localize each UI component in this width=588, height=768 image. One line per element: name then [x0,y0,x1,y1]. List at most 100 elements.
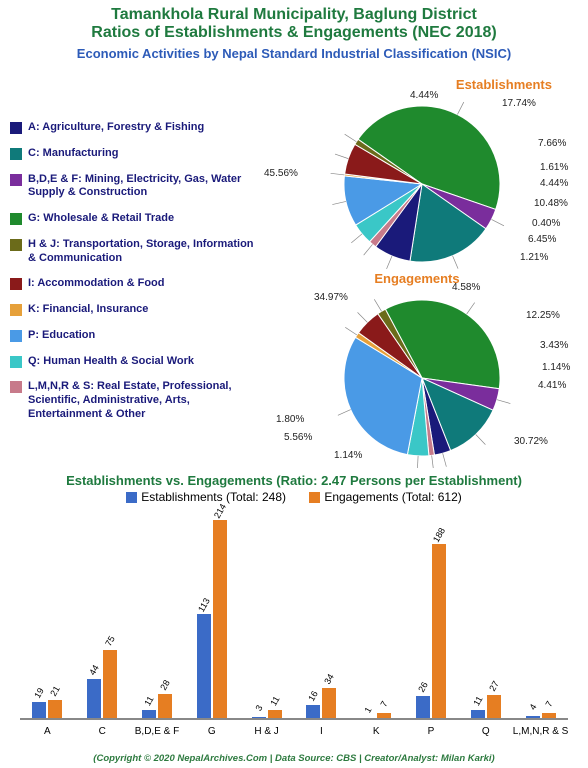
bar-value-label: 11 [468,690,487,712]
category-slot: C [75,720,130,750]
legend-label: L,M,N,R & S: Real Estate, Professional, … [28,380,260,421]
bar-value-label: 75 [101,630,120,652]
pie-slice-label: 34.97% [314,292,348,303]
pie-slice-label: 7.66% [538,138,566,149]
legend-item: H & J: Transportation, Storage, Informat… [10,238,260,266]
category-slot: B,D,E & F [130,720,185,750]
pie-slice-label: 1.61% [540,162,568,173]
category-label: B,D,E & F [135,726,179,737]
bar-value-label: 28 [156,674,175,696]
legend-item: A: Agriculture, Forestry & Fishing [10,121,260,135]
legend-item: C: Manufacturing [10,147,260,161]
legend-item: L,M,N,R & S: Real Estate, Professional, … [10,380,260,421]
pie-slice-label: 1.80% [276,414,304,425]
legend-swatch [10,381,22,393]
subtitle: Economic Activities by Nepal Standard In… [0,46,588,61]
legend-label: K: Financial, Insurance [28,303,148,317]
category-label: G [208,726,216,737]
bar-engagements: 28 [158,694,172,720]
category-slot: G [184,720,239,750]
legend-item: K: Financial, Insurance [10,303,260,317]
legend-swatch [10,148,22,160]
bar-value-label: 4 [523,696,542,718]
pie-slice-label: 3.43% [540,340,568,351]
category-legend: A: Agriculture, Forestry & Fishing C: Man… [10,121,260,434]
pie-engagements-chart: 34.97%4.58%12.25%3.43%1.14%4.41%30.72%1.… [282,288,582,468]
legend-item: I: Accommodation & Food [10,277,260,291]
main-title: Tamankhola Rural Municipality, Baglung D… [0,0,588,42]
legend-item: B,D,E & F: Mining, Electricity, Gas, Wat… [10,173,260,201]
category-label: Q [482,726,490,737]
bar-value-label: 21 [46,680,65,702]
legend-swatch [10,174,22,186]
bar-value-label: 34 [320,668,339,690]
legend-item: P: Education [10,329,260,343]
bar-value-label: 27 [484,675,503,697]
category-slot: K [349,720,404,750]
bar-legend-est-label: Establishments (Total: 248) [141,490,286,504]
category-label: H & J [254,726,278,737]
bar-establishments: 44 [87,679,101,720]
pie-slice-label: 4.44% [410,90,438,101]
pie-establishments-block: Establishments 45.56%4.44%17.74%7.66%1.6… [282,77,582,274]
bar-engagements: 214 [213,520,227,720]
legend-label: Q: Human Health & Social Work [28,355,194,369]
legend-label: B,D,E & F: Mining, Electricity, Gas, Wat… [28,173,260,201]
category-slot: L,M,N,R & S [513,720,568,750]
upper-section: A: Agriculture, Forestry & Fishing C: Man… [0,61,588,461]
title-line1: Tamankhola Rural Municipality, Baglung D… [0,6,588,24]
pie-slice-label: 4.41% [538,380,566,391]
pie-slice-label: 5.56% [284,432,312,443]
legend-label: A: Agriculture, Forestry & Fishing [28,121,204,135]
establishments-swatch [126,492,137,503]
category-label: A [44,726,51,737]
category-label: K [373,726,380,737]
bar-value-label: 16 [304,685,323,707]
bar-group: 26188 [404,544,459,720]
legend-swatch [10,330,22,342]
legend-swatch [10,239,22,251]
pie-svg [282,94,582,274]
bar-engagements: 34 [322,688,336,720]
pie-slice-label: 1.21% [520,252,548,263]
bar-group: 4475 [75,650,130,720]
pie-slice-label: 4.58% [452,282,480,293]
bar-value-label: 188 [430,524,449,546]
bar-value-label: 113 [194,594,213,616]
legend-label: P: Education [28,329,95,343]
title-line2: Ratios of Establishments & Engagements (… [0,24,588,42]
category-label: L,M,N,R & S [513,726,569,737]
bar-value-label: 44 [85,659,104,681]
legend-label: H & J: Transportation, Storage, Informat… [28,238,260,266]
legend-label: I: Accommodation & Food [28,277,164,291]
bar-chart: 19214475112811321431116341726188112747 A… [20,510,568,750]
pie-engagements-title: Engagements [282,271,552,286]
bar-value-label: 7 [539,693,558,715]
category-slot: P [404,720,459,750]
category-slot: A [20,720,75,750]
pie-slice-label: 30.72% [514,436,548,447]
legend-swatch [10,213,22,225]
category-label: C [99,726,106,737]
category-slot: H & J [239,720,294,750]
pie-slice-label: 17.74% [502,98,536,109]
pie-slice-label: 1.14% [542,362,570,373]
bar-group: 1127 [458,695,513,720]
pie-engagements-block: Engagements 34.97% 4.58% 12.25% 3.43% 1.14% 4… [282,271,582,468]
bar-chart-title: Establishments vs. Engagements (Ratio: 2… [0,473,588,488]
legend-swatch [10,122,22,134]
bar-group: 113214 [184,520,239,720]
category-label: P [428,726,435,737]
bar-legend-engagements: Engagements (Total: 612) [309,490,461,504]
pie-slice-label: 12.25% [526,310,560,321]
category-slot: I [294,720,349,750]
bar-value-label: 19 [30,682,49,704]
legend-label: G: Wholesale & Retail Trade [28,212,174,226]
legend-swatch [10,304,22,316]
bar-engagements: 188 [432,544,446,720]
pie-slice-label: 6.45% [528,234,556,245]
bar-value-label: 11 [265,690,284,712]
pie-establishments-chart: 45.56%4.44%17.74%7.66%1.61%4.44%10.48%0.… [282,94,582,274]
pie-slice-label: 1.14% [334,450,362,461]
category-label: I [320,726,323,737]
